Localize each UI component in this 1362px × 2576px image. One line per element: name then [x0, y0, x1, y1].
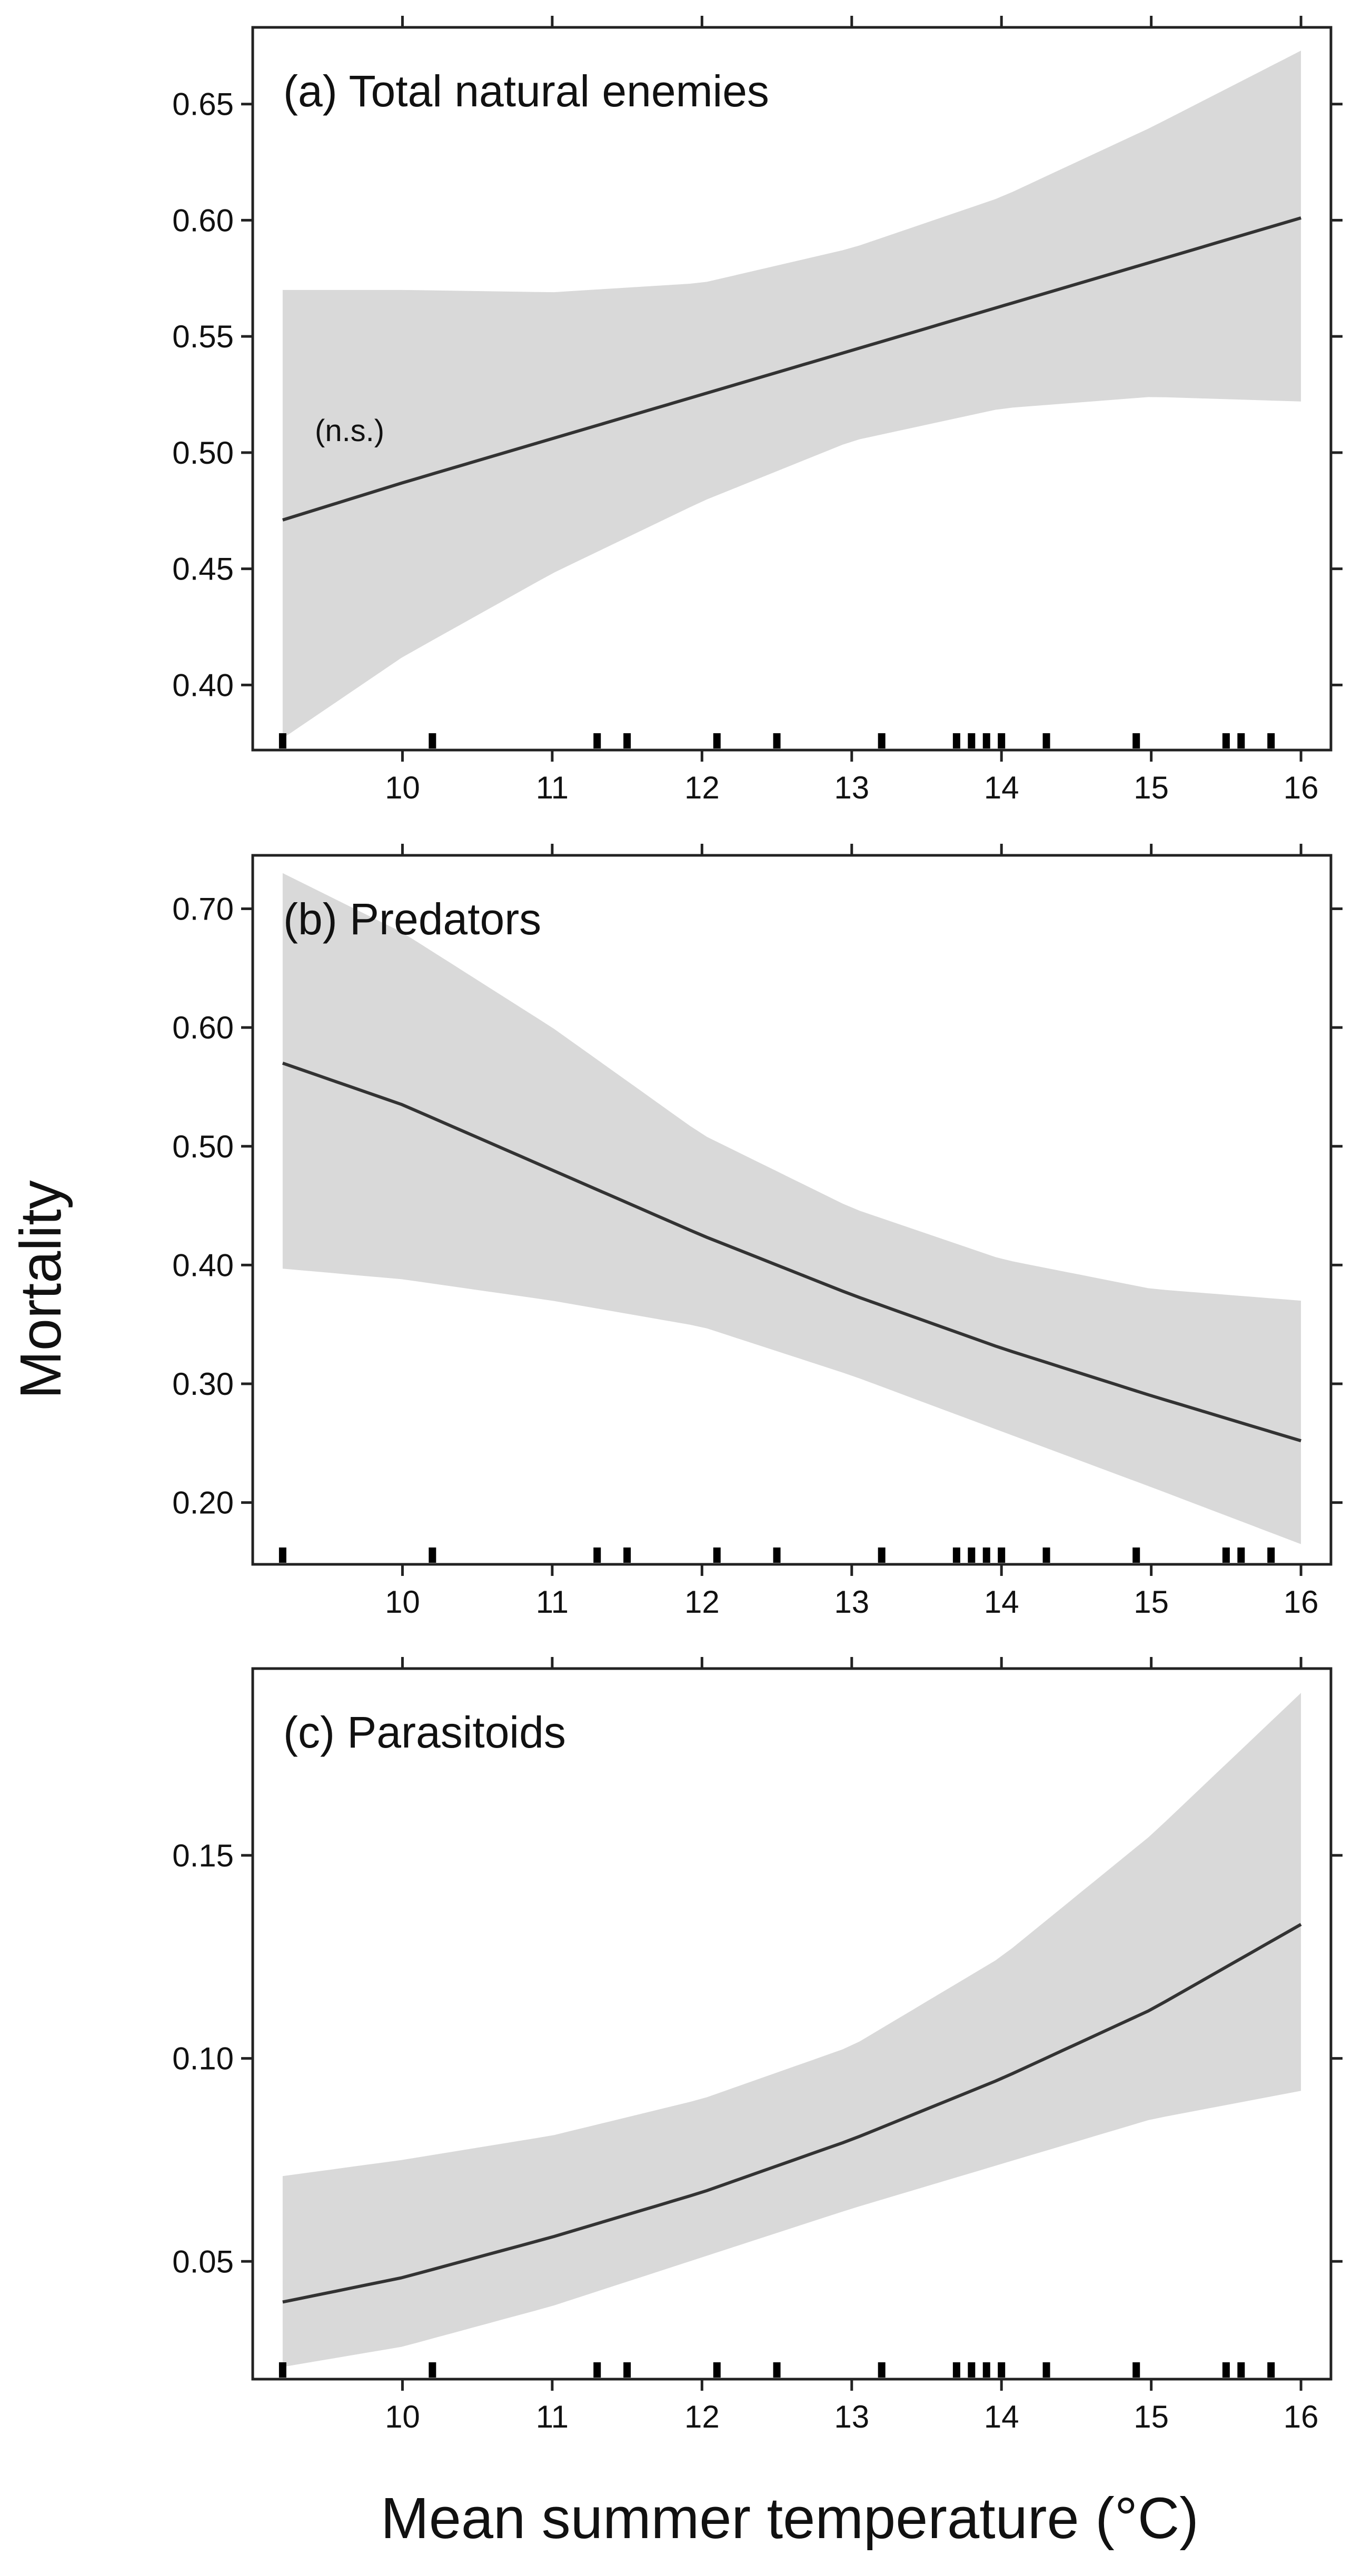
y-tick-label: 0.30 — [172, 1366, 234, 1402]
y-tick-label: 0.15 — [172, 1838, 234, 1873]
x-tick-label: 12 — [684, 2399, 720, 2434]
x-tick-label: 13 — [834, 770, 869, 805]
fit-line — [282, 216, 1301, 522]
fit-line — [282, 1061, 1301, 1443]
y-axis-label: Mortality — [8, 1180, 73, 1399]
x-tick-label: 12 — [684, 1584, 720, 1620]
plot-frame — [251, 26, 1333, 752]
plot-frame — [251, 1667, 1333, 2381]
panels: 10 11 12 13 14 15 16 0.40 0.45 0.50 0.55 0.60 0.65 (a… — [172, 16, 1343, 2434]
confidence-band — [282, 1693, 1301, 2367]
panel-annotation: (n.s.) — [315, 414, 384, 448]
y-tick-label: 0.05 — [172, 2244, 234, 2279]
y-tick-label: 0.55 — [172, 319, 234, 354]
confidence-band — [282, 873, 1301, 1544]
y-tick-label: 0.50 — [172, 1129, 234, 1164]
x-axis-label: Mean summer temperature (°C) — [381, 2486, 1199, 2551]
x-tick-label: 10 — [385, 1584, 420, 1620]
y-tick-label: 0.20 — [172, 1485, 234, 1521]
x-tick-label: 12 — [684, 770, 720, 805]
x-tick-label: 15 — [1134, 770, 1169, 805]
x-tick-label: 10 — [385, 2399, 420, 2434]
y-tick-label: 0.45 — [172, 552, 234, 587]
x-tick-label: 16 — [1284, 1584, 1319, 1620]
panel-title: (c) Parasitoids — [283, 1708, 566, 1757]
y-tick-label: 0.60 — [172, 1010, 234, 1045]
y-tick-label: 0.50 — [172, 435, 234, 471]
y-tick-label: 0.70 — [172, 892, 234, 927]
x-tick-label: 11 — [536, 2399, 569, 2434]
x-tick-label: 11 — [536, 770, 569, 805]
y-tick-label: 0.40 — [172, 667, 234, 703]
panel-1: 10 11 12 13 14 15 16 0.40 0.45 0.50 0.55 0.60 0.65 (a… — [172, 16, 1343, 805]
x-tick-label: 14 — [984, 2399, 1019, 2434]
x-tick-label: 16 — [1284, 2399, 1319, 2434]
plot-frame — [251, 854, 1333, 1566]
y-tick-label: 0.60 — [172, 203, 234, 238]
y-tick-label: 0.40 — [172, 1247, 234, 1283]
x-tick-label: 15 — [1134, 1584, 1169, 1620]
panel-3: 10 11 12 13 14 15 16 0.05 0.10 0.15 (c) Parasitoid… — [172, 1657, 1343, 2434]
x-tick-label: 14 — [984, 770, 1019, 805]
x-tick-label: 14 — [984, 1584, 1019, 1620]
fit-line — [282, 1923, 1302, 2304]
x-tick-label: 13 — [834, 2399, 869, 2434]
x-tick-label: 16 — [1284, 770, 1319, 805]
y-tick-label: 0.65 — [172, 87, 234, 122]
y-tick-label: 0.10 — [172, 2041, 234, 2076]
panel-2: 10 11 12 13 14 15 16 0.20 0.30 0.40 0.50 0.60 0.70 (b… — [172, 844, 1343, 1620]
panel-title: (b) Predators — [283, 894, 541, 944]
confidence-band — [282, 51, 1301, 738]
x-tick-label: 13 — [834, 1584, 869, 1620]
x-tick-label: 10 — [385, 770, 420, 805]
panel-title: (a) Total natural enemies — [283, 66, 769, 116]
x-tick-label: 11 — [536, 1584, 569, 1620]
x-tick-label: 15 — [1134, 2399, 1169, 2434]
